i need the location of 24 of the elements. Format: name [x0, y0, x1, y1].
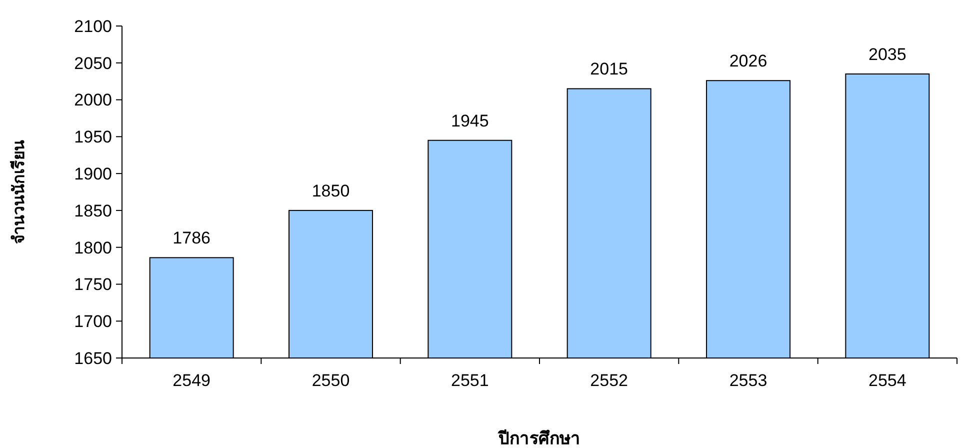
y-axis-title: จำนวนนักเรียน [9, 140, 28, 244]
y-tick-label: 1650 [74, 348, 112, 368]
y-tick-label: 1850 [74, 201, 112, 220]
y-tick-label: 1900 [74, 164, 112, 184]
data-label: 1786 [172, 228, 210, 248]
x-tick-label: 2554 [868, 371, 906, 390]
x-tick-label: 2549 [172, 371, 210, 390]
y-tick-label: 2100 [74, 16, 112, 36]
data-label: 1850 [312, 181, 350, 200]
data-label: 2026 [729, 52, 768, 71]
data-label: 2015 [590, 60, 628, 79]
data-label: 1945 [451, 111, 489, 130]
y-tick-label: 1750 [74, 275, 112, 294]
y-tick-label: 2000 [74, 90, 112, 110]
x-tick-label: 2550 [312, 371, 350, 390]
data-label: 2035 [868, 44, 906, 64]
x-axis-title: ปีการศึกษา [498, 428, 580, 448]
x-tick-label: 2553 [729, 371, 768, 390]
y-tick-label: 2050 [74, 54, 112, 73]
y-tick-label: 1950 [74, 128, 112, 147]
y-tick-label: 1700 [74, 312, 112, 332]
y-tick-label: 1800 [74, 238, 112, 258]
x-tick-label: 2552 [590, 371, 628, 390]
x-tick-label: 2551 [451, 371, 489, 390]
